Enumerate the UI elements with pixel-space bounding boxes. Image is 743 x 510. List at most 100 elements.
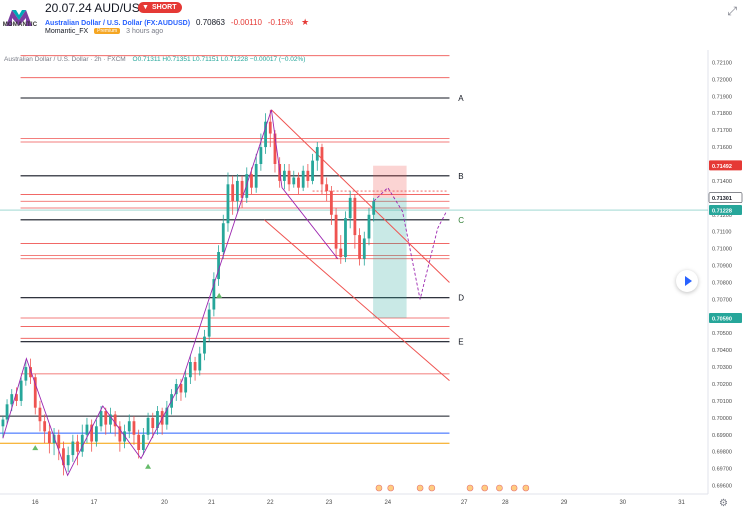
candle-body bbox=[76, 441, 79, 452]
candle-body bbox=[358, 235, 361, 259]
y-tick-label: 0.71200 bbox=[712, 213, 732, 219]
candle-body bbox=[137, 434, 141, 450]
x-tick-label: 17 bbox=[91, 500, 98, 506]
candle-body bbox=[66, 455, 70, 466]
y-tick-label: 0.71600 bbox=[712, 145, 732, 151]
y-tick-label: 0.72100 bbox=[712, 60, 732, 66]
y-tick-label: 0.69600 bbox=[712, 484, 732, 490]
channel-line bbox=[271, 109, 450, 283]
candle-body bbox=[301, 170, 305, 188]
y-tick-label: 0.71700 bbox=[712, 128, 732, 134]
candle-body bbox=[184, 377, 188, 393]
x-tick-label: 27 bbox=[461, 500, 468, 506]
candle-body bbox=[24, 367, 28, 381]
y-tick-label: 0.70500 bbox=[712, 331, 732, 337]
idea-header: MOMANTIC 20.07.24 AUD/USD ▼ SHORT Austra… bbox=[0, 0, 743, 50]
candle-body bbox=[94, 426, 98, 442]
candle-body bbox=[62, 448, 65, 466]
y-tick-label: 0.70700 bbox=[712, 297, 732, 303]
y-tick-label: 0.71900 bbox=[712, 94, 732, 100]
candle-body bbox=[325, 184, 329, 192]
candle-body bbox=[320, 147, 324, 185]
price-change-pct: -0.15% bbox=[267, 18, 294, 27]
y-tick-label: 0.71800 bbox=[712, 111, 732, 117]
event-flag-icon bbox=[416, 484, 424, 492]
candle-body bbox=[344, 218, 347, 258]
play-icon[interactable] bbox=[676, 270, 698, 292]
y-tick-label: 0.71000 bbox=[712, 247, 732, 253]
price-tag-label: 0.70590 bbox=[712, 317, 732, 323]
candle-body bbox=[339, 248, 343, 258]
candle-body bbox=[109, 414, 112, 425]
x-tick-label: 21 bbox=[208, 500, 215, 506]
target-zone bbox=[373, 197, 407, 318]
idea-title: 20.07.24 AUD/USD bbox=[45, 1, 149, 15]
price-tag-label: 0.71492 bbox=[712, 164, 732, 170]
x-tick-label: 22 bbox=[267, 500, 274, 506]
candle-body bbox=[10, 394, 14, 405]
candle-body bbox=[282, 170, 286, 181]
gear-icon: ⚙ bbox=[719, 498, 728, 509]
candle-body bbox=[306, 170, 310, 181]
price-tag-label: 0.71301 bbox=[712, 196, 732, 202]
x-tick-label: 30 bbox=[619, 500, 626, 506]
price-tag-label: 0.71228 bbox=[712, 209, 732, 215]
y-tick-label: 0.70800 bbox=[712, 280, 732, 286]
event-flag-icon bbox=[481, 484, 489, 492]
y-tick-label: 0.71100 bbox=[712, 230, 731, 236]
price-axis bbox=[708, 50, 743, 510]
candle-body bbox=[5, 404, 9, 420]
candle-body bbox=[141, 434, 145, 450]
candle-body bbox=[315, 147, 319, 161]
chart-legend: Australian Dollar / U.S. Dollar · 2h · F… bbox=[4, 56, 305, 63]
candle-body bbox=[235, 180, 239, 202]
candle-body bbox=[113, 414, 117, 427]
x-tick-label: 24 bbox=[384, 500, 391, 506]
candle-body bbox=[268, 121, 272, 134]
y-tick-label: 0.70000 bbox=[712, 416, 732, 422]
candle-body bbox=[203, 336, 206, 354]
candle-body bbox=[297, 177, 300, 188]
event-flag-icon bbox=[466, 484, 474, 492]
candle-body bbox=[80, 434, 84, 452]
candle-body bbox=[353, 197, 357, 236]
x-tick-label: 23 bbox=[326, 500, 333, 506]
level-label: C bbox=[458, 216, 464, 225]
legend-symbol: Australian Dollar / U.S. Dollar · 2h · F… bbox=[4, 56, 126, 63]
short-label: SHORT bbox=[152, 4, 177, 11]
candle-body bbox=[212, 279, 216, 310]
resize-icon[interactable]: ⤢ bbox=[727, 4, 737, 18]
event-flag-icon bbox=[387, 484, 395, 492]
y-tick-label: 0.72000 bbox=[712, 77, 732, 83]
y-tick-label: 0.70400 bbox=[712, 348, 732, 354]
candle-body bbox=[174, 384, 178, 395]
y-tick-label: 0.69700 bbox=[712, 467, 732, 473]
symbol-link[interactable]: Australian Dollar / U.S. Dollar (FX:AUDU… bbox=[45, 20, 191, 27]
candle-body bbox=[329, 191, 333, 215]
author-name[interactable]: Momantic_FX bbox=[45, 28, 89, 35]
star-icon[interactable]: ★ bbox=[301, 17, 310, 27]
level-label: B bbox=[458, 172, 463, 181]
chart-area[interactable]: 0.72100 0.72000 0.71900 0.71800 0.71700 0.716… bbox=[0, 50, 743, 510]
candle-body bbox=[99, 411, 103, 427]
price-chart[interactable]: 0.72100 0.72000 0.71900 0.71800 0.71700 0.716… bbox=[0, 50, 743, 510]
event-flag-icon bbox=[428, 484, 436, 492]
candle-body bbox=[193, 362, 197, 371]
signal-marker bbox=[32, 445, 39, 451]
price-tag bbox=[709, 205, 742, 216]
projection-path bbox=[373, 186, 447, 300]
candle-body bbox=[151, 417, 155, 428]
candle-body bbox=[245, 174, 249, 198]
candle-body bbox=[15, 394, 18, 401]
candle-body bbox=[71, 441, 75, 456]
event-flag-icon bbox=[510, 484, 518, 492]
candle-body bbox=[372, 201, 376, 215]
candle-body bbox=[292, 177, 296, 185]
candle-body bbox=[334, 214, 338, 249]
symbol-line: Australian Dollar / U.S. Dollar (FX:AUDU… bbox=[45, 17, 309, 28]
candle-body bbox=[254, 164, 258, 188]
y-tick-label: 0.70100 bbox=[712, 399, 732, 405]
short-badge: ▼ SHORT bbox=[138, 2, 182, 13]
candle-body bbox=[104, 411, 108, 425]
candle-body bbox=[47, 431, 51, 444]
